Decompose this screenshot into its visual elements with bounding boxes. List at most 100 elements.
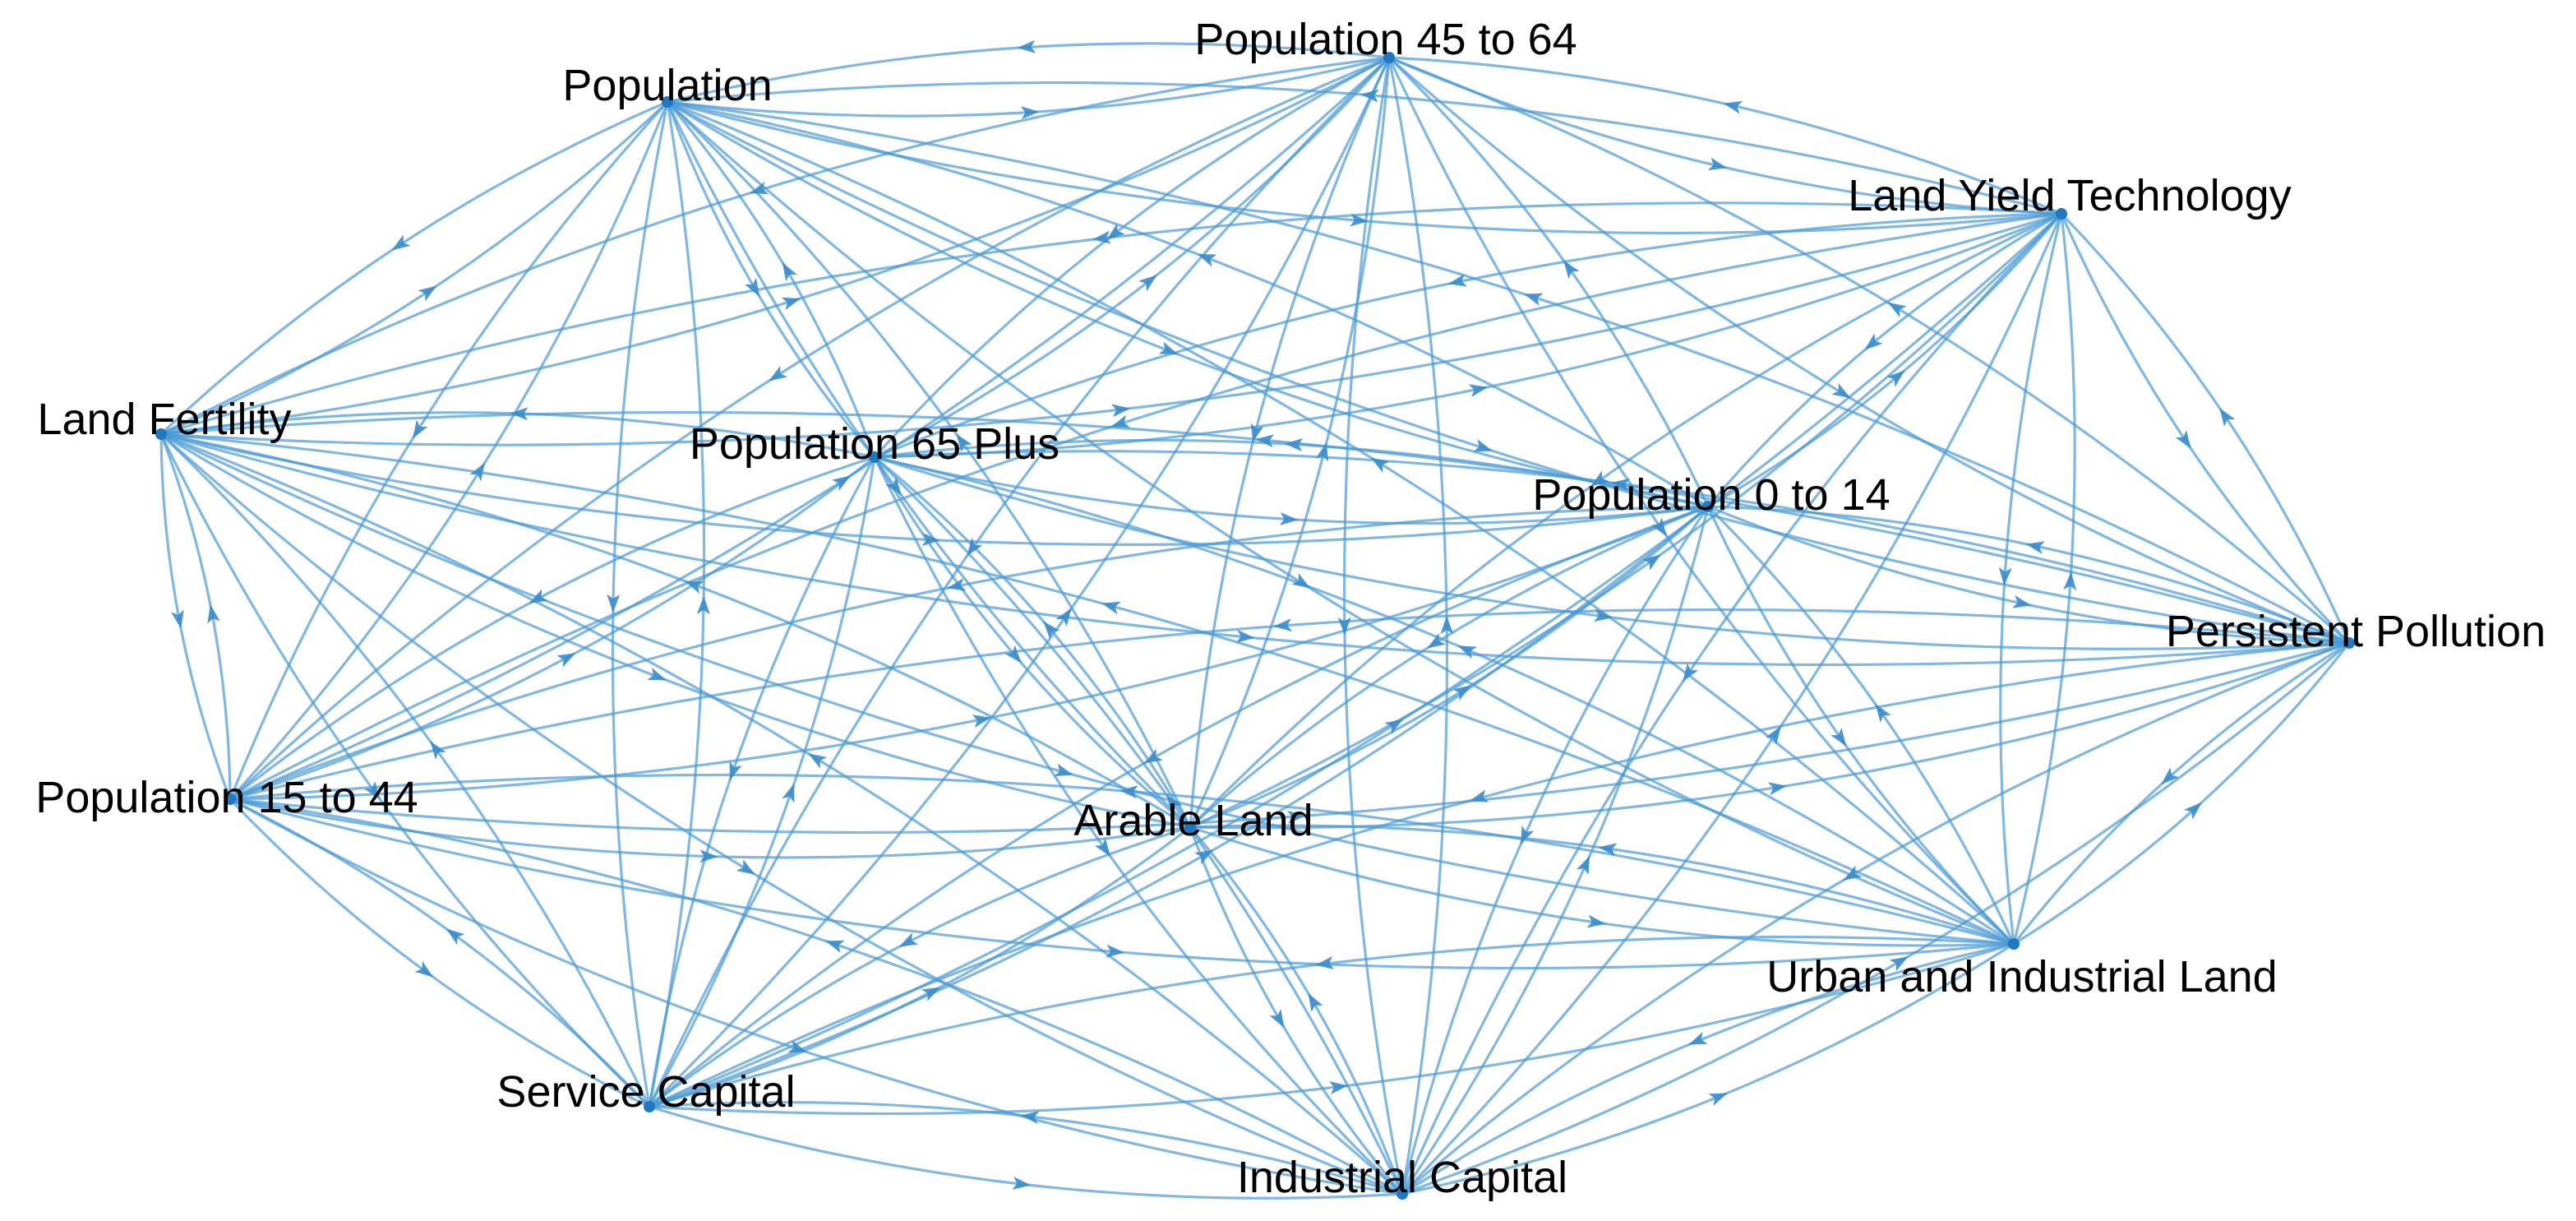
node-population: [662, 96, 673, 108]
arrowhead-pop65-to-industrial: [1094, 838, 1111, 857]
edge-landyield-to-industrial: [1401, 212, 2063, 1195]
arrowhead-landyield-to-pop45: [1723, 100, 1743, 114]
node-pollution: [2343, 637, 2355, 649]
edge-pollution-to-pop1544: [229, 608, 2350, 801]
arrowhead-population-to-pollution: [1473, 439, 1493, 452]
node-pop1544: [224, 793, 236, 805]
arrowhead-pop45-to-service: [967, 537, 983, 557]
arrowhead-pop45-to-industrial: [1337, 617, 1351, 636]
node-pop45: [1383, 52, 1395, 63]
arrowhead-landyield-to-industrial: [1683, 663, 1699, 682]
arrowhead-landfert-to-pop1544: [171, 609, 184, 629]
arrowhead-pop1544-to-population: [469, 462, 486, 482]
arrowhead-pop65-to-landyield: [1468, 384, 1489, 398]
node-industrial: [1396, 1188, 1408, 1200]
arrowhead-pop014-to-service: [1143, 748, 1163, 764]
arrowhead-urban-to-pop014: [1875, 704, 1891, 723]
arrowhead-industrial-to-landfert: [808, 753, 828, 769]
arrowhead-pop65-to-service: [729, 761, 742, 781]
edge-pollution-to-urban: [2012, 641, 2350, 945]
arrowhead-pollution-to-landfert: [1255, 434, 1275, 448]
arrowhead-service-to-pop45: [1055, 608, 1072, 627]
arrowhead-population-to-arable: [885, 477, 902, 496]
arrowhead-landfert-to-service: [364, 781, 381, 800]
node-label-pop1544: Population 15 to 44: [35, 773, 418, 822]
arrowhead-landyield-to-pop1544: [1110, 414, 1130, 428]
arrowhead-urban-to-industrial: [1688, 1031, 1708, 1045]
node-label-landfert: Land Fertility: [37, 395, 291, 444]
edge-service-to-pop1544: [229, 798, 651, 1108]
arrowhead-urban-to-pop65: [1457, 645, 1477, 659]
arrowhead-pop65-to-population: [782, 262, 797, 282]
arrowhead-industrial-to-pop45: [1440, 616, 1454, 635]
arrowhead-service-to-landfert: [430, 741, 446, 760]
node-landfert: [155, 428, 167, 440]
edge-population-to-pop1544: [229, 100, 669, 800]
arrowhead-pop014-to-urban: [1830, 728, 1847, 747]
arrowhead-landyield-to-pollution: [2175, 430, 2191, 449]
node-pop014: [1702, 501, 1714, 512]
arrowhead-urban-to-landfert: [1101, 601, 1121, 615]
arrowhead-population-to-pop1544: [412, 419, 428, 439]
arrowhead-pop014-to-pop65: [1284, 438, 1304, 452]
edge-service-to-arable: [649, 826, 1191, 1108]
node-label-landyield: Land Yield Technology: [1848, 171, 2291, 220]
arrowhead-arable-to-pop014: [1452, 685, 1471, 701]
arrowhead-industrial-to-service: [1020, 1111, 1040, 1124]
node-service: [644, 1101, 655, 1112]
arrowhead-pop65-to-landfert: [510, 407, 529, 421]
arrowhead-urban-to-arable: [1598, 843, 1618, 857]
arrowhead-population-to-pop65: [745, 277, 760, 297]
arrowhead-urban-to-population: [1370, 457, 1390, 473]
arrowhead-pop014-to-population: [1197, 254, 1217, 267]
edge-pop65-to-arable: [873, 456, 1192, 829]
edge-pop014-to-landyield: [1707, 212, 2063, 508]
node-label-pop45: Population 45 to 64: [1194, 15, 1577, 64]
arrowhead-industrial-to-pop1544: [825, 940, 845, 953]
edge-landfert-to-pollution: [160, 432, 2350, 667]
arrowhead-pop45-to-arable: [1250, 423, 1264, 442]
edge-population-to-landfert: [159, 100, 668, 436]
arrowhead-population-to-service: [607, 594, 621, 613]
edge-population-to-pop45: [667, 56, 1390, 118]
node-label-industrial: Industrial Capital: [1237, 1153, 1567, 1202]
arrowhead-industrial-to-landyield: [1765, 725, 1781, 745]
edge-landfert-to-pop1544: [159, 433, 232, 800]
arrowhead-arable-to-pop65: [1043, 621, 1060, 640]
edge-pop1544-to-population: [229, 101, 669, 801]
arrowhead-pop1544-to-arable: [699, 849, 718, 863]
arrowhead-pollution-to-landyield: [2219, 408, 2236, 427]
edge-pop1544-to-service: [229, 798, 650, 1108]
arrowhead-pollution-to-population: [1524, 293, 1544, 306]
edge-landfert-to-population: [160, 100, 669, 436]
arrowhead-pop65-to-arable: [1004, 645, 1022, 664]
arrowhead-arable-to-urban: [1586, 914, 1606, 928]
arrowhead-landyield-to-pop014: [1864, 333, 1883, 350]
arrowhead-service-to-pop014: [1194, 849, 1214, 865]
arrowhead-layer: [171, 39, 2236, 1190]
arrowhead-arable-to-pollution: [1767, 782, 1787, 796]
arrowhead-arable-to-industrial: [1269, 1009, 1285, 1029]
edge-landyield-to-pop014: [1706, 212, 2062, 508]
arrowhead-pop45-to-urban: [1650, 517, 1667, 537]
edge-pop1544-to-landfert: [159, 433, 232, 800]
arrowhead-urban-to-landyield: [2063, 571, 2077, 591]
node-label-pollution: Persistent Pollution: [2166, 607, 2546, 656]
edge-industrial-to-pop45: [1387, 57, 1449, 1195]
arrowhead-arable-to-service: [898, 932, 919, 947]
node-landyield: [2056, 208, 2067, 220]
arrowhead-service-to-pop65: [782, 783, 795, 803]
edge-service-to-population: [648, 101, 706, 1108]
arrowhead-urban-to-pop1544: [1119, 785, 1138, 799]
arrowhead-pop1544-to-service: [414, 960, 434, 978]
arrowhead-pop1544-to-pollution: [1286, 810, 1306, 824]
node-arable: [1184, 821, 1196, 833]
node-label-service: Service Capital: [496, 1067, 795, 1117]
arrowhead-landyield-to-pop65: [1447, 273, 1468, 287]
node-label-population: Population: [562, 61, 772, 110]
edge-arable-to-pop65: [873, 456, 1192, 828]
arrowhead-pollution-to-industrial: [1843, 865, 1863, 881]
edge-industrial-to-landyield: [1401, 213, 2063, 1196]
arrowhead-pop1544-to-pop45: [832, 475, 851, 492]
